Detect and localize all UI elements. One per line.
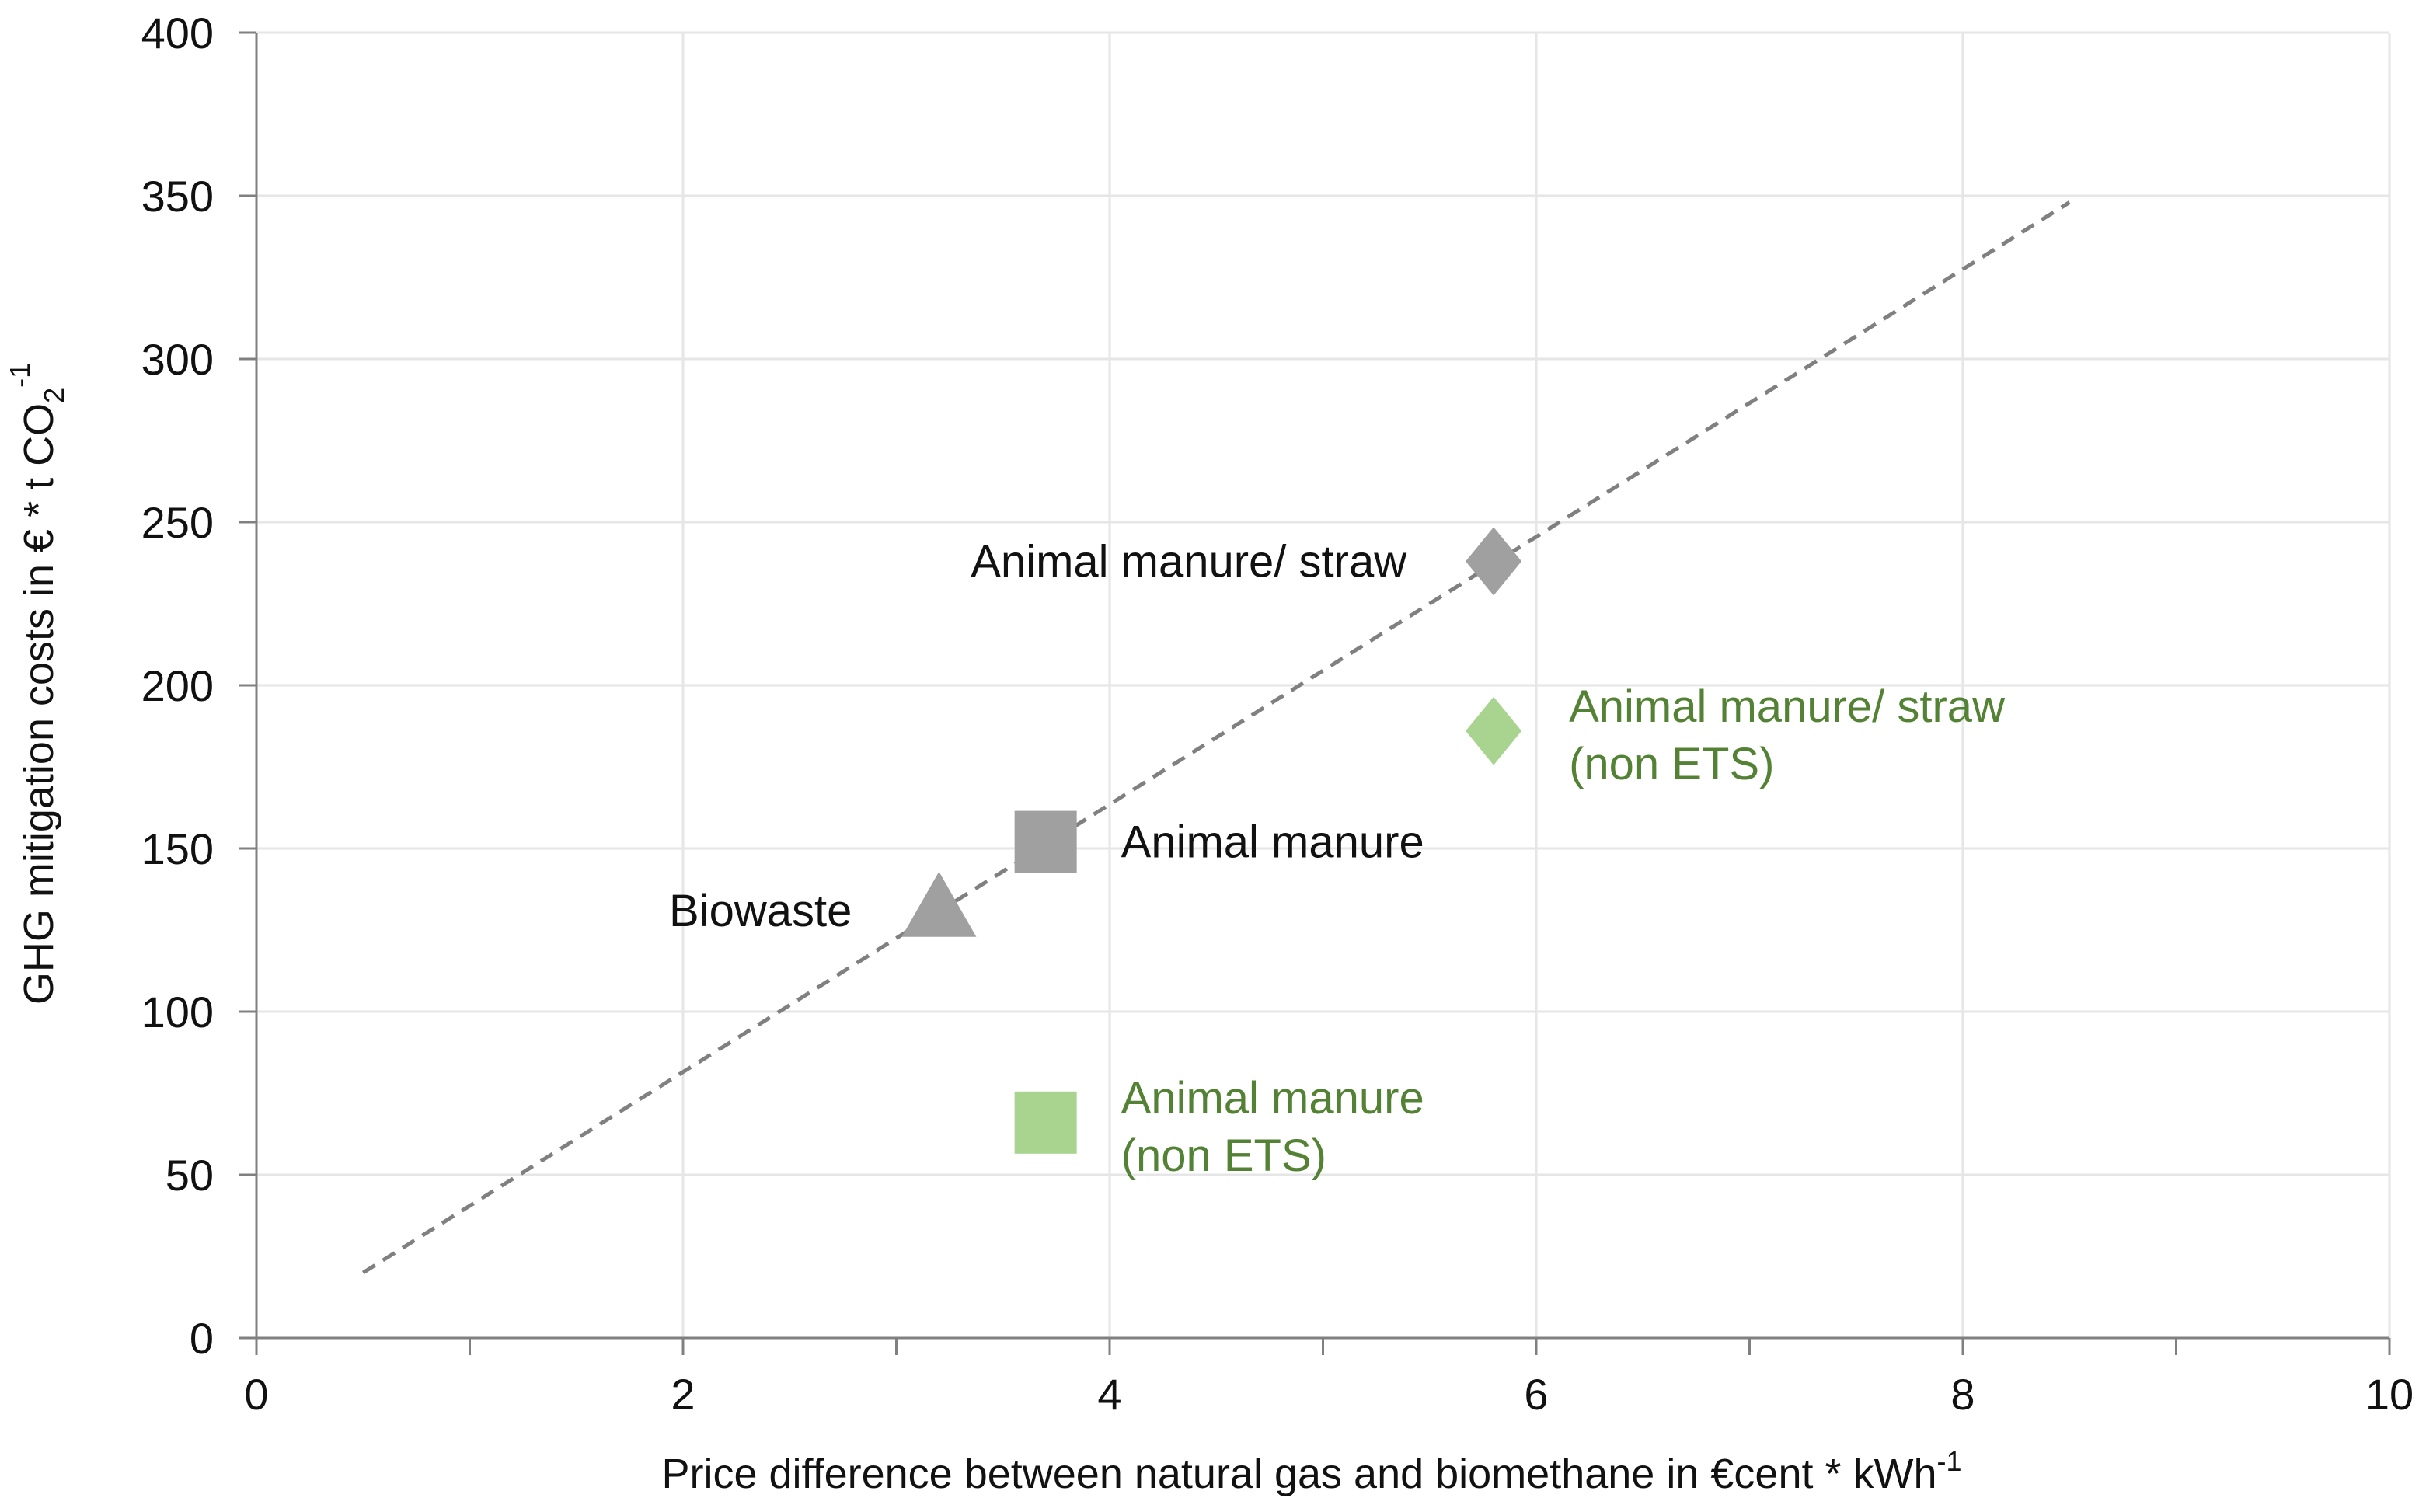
y-axis-ticks: 0 50 100 150 200 250 300 350 400 — [141, 9, 256, 1363]
y-tick-label: 300 — [141, 335, 214, 384]
x-tick-label: 0 — [244, 1370, 268, 1419]
x-axis-title-main: Price difference between natural gas and… — [661, 1451, 1936, 1497]
y-tick-label: 0 — [190, 1314, 214, 1363]
x-axis-ticks: 0 2 4 6 8 10 — [244, 1338, 2414, 1419]
point-triangle — [901, 871, 977, 937]
y-tick-label: 250 — [141, 498, 214, 547]
point-label: Animal manure — [1121, 817, 1424, 868]
point-label: Animal manure/ straw — [971, 536, 1407, 587]
x-tick-label: 10 — [2365, 1370, 2414, 1419]
point-label: Biowaste — [669, 886, 852, 936]
point-label: Animal manure/ straw — [1569, 681, 2006, 732]
x-tick-label: 2 — [671, 1370, 695, 1419]
y-tick-label: 350 — [141, 172, 214, 221]
point-square — [1014, 1091, 1077, 1154]
x-tick-label: 4 — [1097, 1370, 1121, 1419]
y-tick-label: 150 — [141, 824, 214, 873]
x-axis-title: Price difference between natural gas and… — [661, 1445, 1961, 1497]
y-tick-label: 200 — [141, 661, 214, 710]
point-label: Animal manure — [1121, 1073, 1424, 1124]
y-axis-title-superscript: -1 — [4, 363, 36, 388]
trend-line — [361, 200, 2071, 1275]
x-tick-label: 6 — [1524, 1370, 1548, 1419]
point-labels: Biowaste Animal manure Animal manure/ stra… — [669, 536, 2006, 1180]
point-label: (non ETS) — [1121, 1131, 1326, 1181]
y-tick-label: 100 — [141, 988, 214, 1036]
point-label: (non ETS) — [1569, 739, 1774, 789]
y-axis-title-main: GHG mitigation costs in € * t CO — [16, 403, 62, 1005]
point-diamond — [1466, 527, 1522, 596]
y-tick-label: 50 — [166, 1151, 214, 1200]
x-tick-label: 8 — [1950, 1370, 1975, 1419]
point-square — [1014, 810, 1077, 873]
y-axis-title: GHG mitigation costs in € * t CO2-1 — [4, 363, 70, 1005]
x-axis-title-superscript: -1 — [1937, 1445, 1962, 1477]
y-tick-label: 400 — [141, 9, 214, 57]
data-points — [901, 527, 1522, 1154]
y-axis-title-subscript: 2 — [38, 388, 70, 403]
trend-line-group — [361, 200, 2071, 1275]
point-diamond — [1466, 696, 1522, 765]
gridlines — [256, 31, 2391, 1338]
